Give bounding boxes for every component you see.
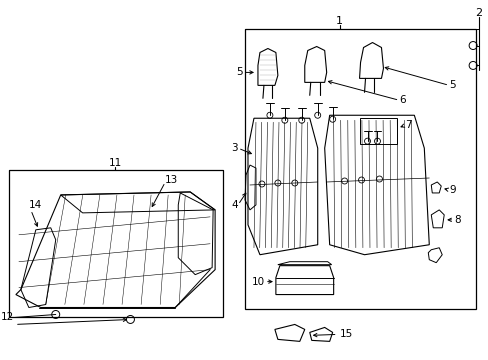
Text: 4: 4	[231, 200, 238, 210]
Text: 6: 6	[399, 95, 405, 105]
Text: 1: 1	[335, 15, 343, 26]
Text: 5: 5	[236, 67, 243, 77]
Bar	[359, 118, 397, 144]
Text: 14: 14	[29, 200, 42, 210]
Text: 12: 12	[1, 312, 14, 323]
Text: 13: 13	[165, 175, 178, 185]
Text: 8: 8	[453, 215, 460, 225]
Text: 9: 9	[448, 185, 455, 195]
Text: 11: 11	[109, 158, 122, 168]
Text: 5: 5	[448, 80, 455, 90]
Text: 3: 3	[231, 143, 238, 153]
Text: 2: 2	[474, 8, 482, 18]
Bar	[244, 28, 475, 310]
Text: 15: 15	[339, 329, 352, 339]
Bar	[9, 170, 223, 318]
Text: 7: 7	[405, 120, 411, 130]
Text: 10: 10	[251, 276, 264, 287]
